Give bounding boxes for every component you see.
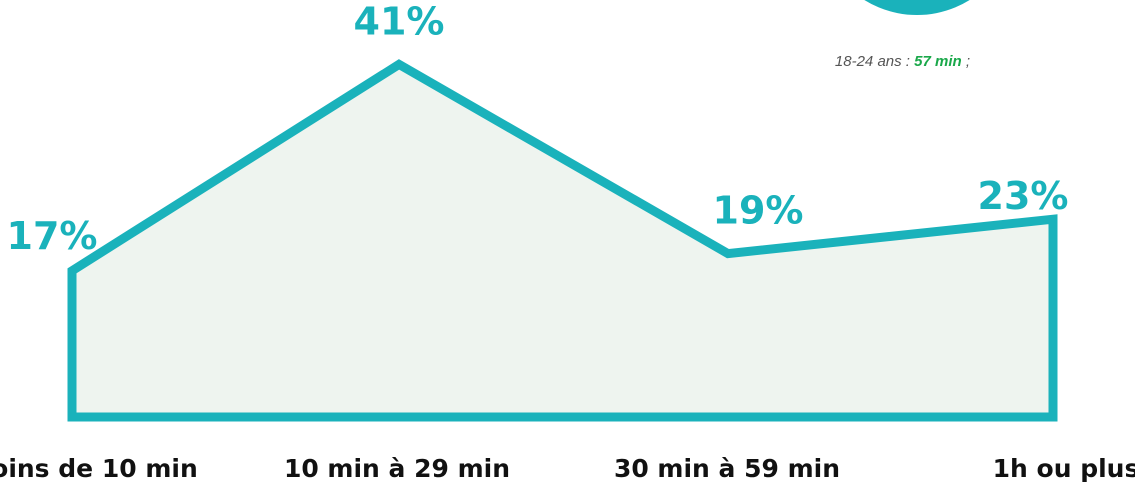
note-prefix: 18-24 ans : [835, 53, 914, 70]
category-label: 10 min à 29 min [284, 454, 510, 483]
note-highlight: 57 min [914, 53, 962, 70]
data-point [727, 252, 729, 255]
category-label: 1h ou plus [993, 454, 1135, 483]
data-point [398, 63, 400, 66]
decorative-circle [864, 0, 970, 15]
data-label: 19% [713, 189, 804, 233]
data-point [71, 269, 73, 272]
data-label: 23% [978, 174, 1069, 218]
note-suffix: ; [962, 53, 970, 70]
category-label: 30 min à 59 min [614, 454, 840, 483]
data-label: 17% [7, 214, 98, 258]
age-note: 18-24 ans : 57 min ; [835, 53, 970, 70]
area-series [67, 59, 1058, 422]
data-point [1052, 218, 1054, 221]
category-label: Moins de 10 min [0, 454, 198, 483]
data-label: 41% [354, 0, 445, 43]
